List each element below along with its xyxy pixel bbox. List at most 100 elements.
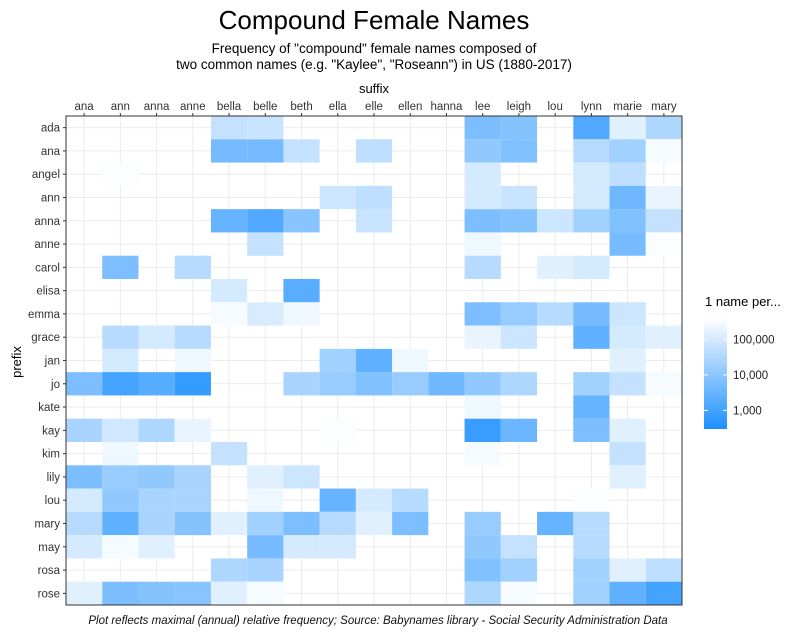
cell-jan-anne <box>174 348 211 373</box>
cell-rosa-bella <box>210 558 248 582</box>
cell-kay-anne <box>174 418 211 442</box>
cell-kim-ann <box>102 442 139 466</box>
cell-ana-mary <box>645 139 682 163</box>
cell-anna-lee <box>464 209 501 233</box>
cell-jo-lynn <box>573 372 610 396</box>
cell-jo-anne <box>174 372 211 396</box>
cell-rose-belle <box>247 581 284 605</box>
x-tick-label-belle: belle <box>253 101 277 113</box>
cell-rose-leigh <box>500 581 538 605</box>
cell-rose-bella <box>210 581 248 605</box>
cell-rosa-marie <box>609 558 646 582</box>
cell-may-leigh <box>500 535 538 559</box>
cell-jo-ana <box>66 372 103 396</box>
cell-jo-leigh <box>500 372 538 396</box>
cell-rosa-leigh <box>500 558 538 582</box>
y-tick-label-kate: kate <box>38 402 60 414</box>
x-tick-label-marie: marie <box>613 101 642 113</box>
cell-emma-bella <box>210 302 248 326</box>
cell-ann-lynn <box>573 185 610 210</box>
cell-anne-belle <box>247 232 284 256</box>
cell-angel-lee <box>464 162 501 186</box>
cell-ann-mary <box>645 185 682 210</box>
y-tick-label-jo: jo <box>50 379 60 391</box>
cell-emma-leigh <box>500 302 538 326</box>
cell-may-lee <box>464 535 501 559</box>
x-tick-label-lynn: lynn <box>581 101 602 113</box>
y-tick-label-angel: angel <box>32 169 60 181</box>
cell-lily-beth <box>283 465 320 489</box>
cell-lou-ella <box>319 488 356 512</box>
x-tick-label-elle: elle <box>365 101 383 113</box>
cell-ana-bella <box>210 139 248 163</box>
y-tick-label-ana: ana <box>41 146 61 158</box>
y-tick-label-mary: mary <box>34 519 60 531</box>
cell-grace-mary <box>645 325 682 349</box>
y-tick-label-lily: lily <box>47 472 61 484</box>
cell-emma-lynn <box>573 302 610 326</box>
cell-kate-lynn <box>573 395 610 419</box>
cell-rosa-belle <box>247 558 284 582</box>
cell-rose-anne <box>174 581 211 605</box>
cell-jo-elle <box>355 372 393 396</box>
y-tick-label-rose: rose <box>38 588 60 600</box>
cell-kay-marie <box>609 418 646 442</box>
cell-elisa-beth <box>283 279 320 303</box>
x-tick-label-ella: ella <box>329 101 348 113</box>
x-tick-label-leigh: leigh <box>507 101 531 113</box>
x-tick-label-bella: bella <box>217 101 242 113</box>
cell-ana-lynn <box>573 139 610 163</box>
y-tick-label-elisa: elisa <box>36 286 60 298</box>
cell-mary-ana <box>66 511 103 536</box>
x-tick-label-anna: anna <box>144 101 170 113</box>
y-tick-labels: ada ana angel ann anna anne carol elisa emma grac… <box>28 123 66 600</box>
x-tick-label-mary: mary <box>651 101 677 113</box>
legend-label-1000: 1,000 <box>733 405 762 417</box>
cell-jo-marie <box>609 372 646 396</box>
cell-jan-marie <box>609 348 646 373</box>
cell-may-anna <box>138 535 175 559</box>
chart-subtitle-line-1: Frequency of "compound" female names com… <box>212 41 537 56</box>
cell-jan-elle <box>355 348 393 373</box>
cell-rose-lee <box>464 581 501 605</box>
cell-carol-lynn <box>573 255 610 279</box>
x-axis-title: suffix <box>359 81 390 96</box>
chart-caption: Plot reflects maximal (annual) relative … <box>88 615 667 627</box>
chart-title: Compound Female Names <box>219 5 530 35</box>
cell-lily-ann <box>102 465 139 489</box>
cell-jo-beth <box>283 372 320 396</box>
cell-ada-leigh <box>500 116 538 140</box>
legend-label-10000: 10,000 <box>733 370 768 382</box>
x-tick-labels: ana ann anna anne bella belle beth ella elle elle… <box>75 101 677 116</box>
cell-grace-leigh <box>500 325 538 349</box>
cell-ada-marie <box>609 116 646 140</box>
cell-rosa-mary <box>645 558 682 582</box>
heatmap-cells <box>66 116 682 605</box>
cell-lily-anne <box>174 465 211 489</box>
cell-lou-ann <box>102 488 139 512</box>
cell-lou-anne <box>174 488 211 512</box>
cell-mary-ann <box>102 511 139 536</box>
y-tick-label-rosa: rosa <box>38 565 61 577</box>
cell-kay-leigh <box>500 418 538 442</box>
legend-colorbar <box>704 318 727 429</box>
cell-carol-lee <box>464 255 501 279</box>
cell-ann-lee <box>464 185 501 210</box>
cell-mary-anne <box>174 511 211 536</box>
cell-kay-ella <box>319 418 356 442</box>
cell-jo-ann <box>102 372 139 396</box>
cell-ann-leigh <box>500 185 538 210</box>
y-tick-label-kay: kay <box>42 425 60 437</box>
x-tick-label-ellen: ellen <box>398 101 422 113</box>
cell-jo-ellen <box>392 372 429 396</box>
chart-subtitle-line-2: two common names (e.g. "Kaylee", "Rosean… <box>176 57 572 72</box>
cell-emma-beth <box>283 302 320 326</box>
x-tick-label-hanna: hanna <box>430 101 463 113</box>
cell-rose-mary <box>645 581 682 605</box>
x-tick-label-ana: ana <box>75 101 95 113</box>
cell-rose-marie <box>609 581 646 605</box>
cell-grace-lynn <box>573 325 610 349</box>
cell-anna-mary <box>645 209 682 233</box>
y-tick-label-ann: ann <box>41 193 60 205</box>
legend-ticks: 100,000 10,000 1,000 <box>704 334 775 417</box>
